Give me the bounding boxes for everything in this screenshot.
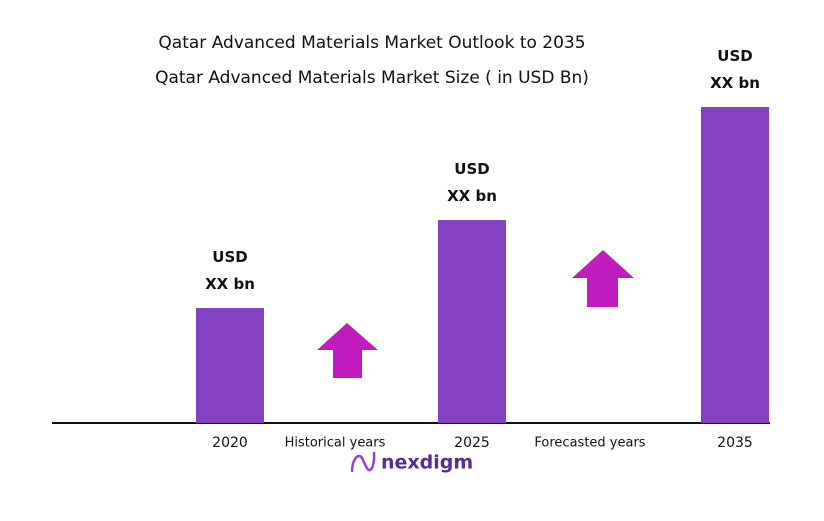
logo: nexdigm bbox=[381, 452, 473, 474]
bar bbox=[438, 220, 506, 423]
value-label: USD XX bn bbox=[205, 248, 255, 293]
x-tick-label: 2035 bbox=[717, 435, 753, 451]
x-tick-label: 2020 bbox=[212, 435, 248, 451]
x-tick-label: 2025 bbox=[454, 435, 490, 451]
bar bbox=[701, 107, 769, 423]
arrow bbox=[317, 323, 378, 378]
chart-subtitle: Qatar Advanced Materials Market Size ( i… bbox=[155, 68, 589, 88]
arrow bbox=[572, 250, 634, 307]
value-label: USD XX bn bbox=[710, 47, 760, 92]
logo-icon bbox=[350, 451, 376, 473]
annotation: Forecasted years bbox=[534, 436, 645, 451]
value-label: USD XX bn bbox=[447, 160, 497, 205]
annotation: Historical years bbox=[285, 436, 386, 451]
bar bbox=[196, 308, 264, 423]
chart-title: Qatar Advanced Materials Market Outlook … bbox=[158, 33, 585, 53]
